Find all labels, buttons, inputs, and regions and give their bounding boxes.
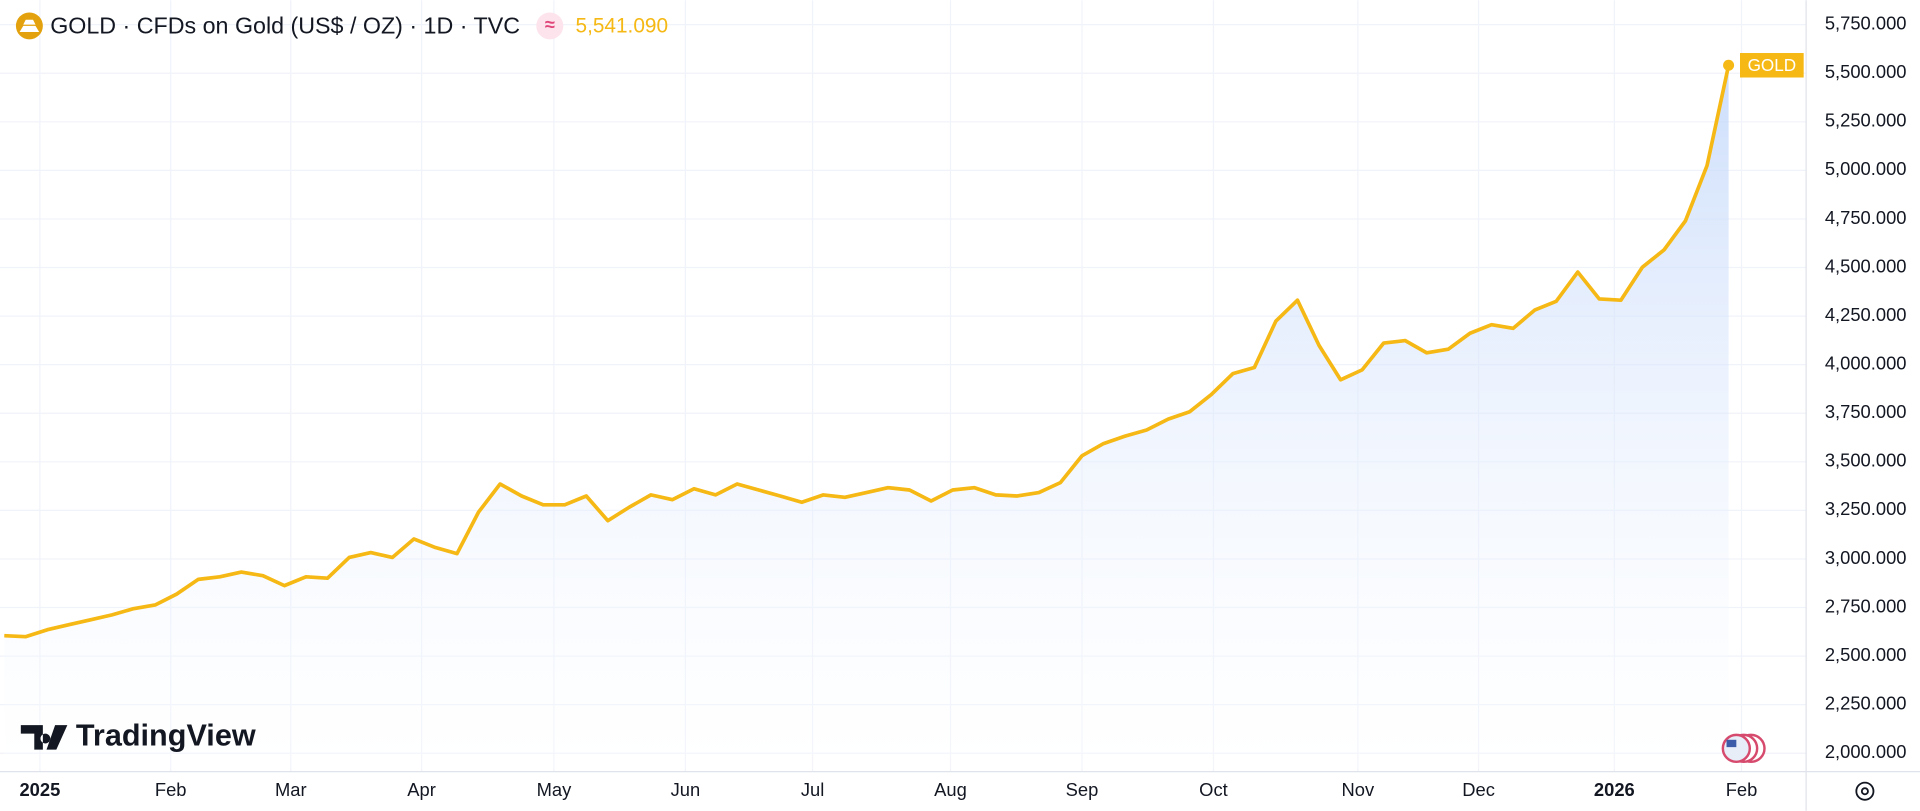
y-tick-label: 3,250.000 [1825,498,1907,519]
header: GOLD · CFDs on Gold (US$ / OZ) · 1D · TV… [15,12,669,40]
y-tick-label: 3,500.000 [1825,450,1907,471]
x-tick-label: 2026 [1594,779,1635,800]
line [4,64,1731,639]
flag-canton [1726,739,1737,748]
x-tick-label: Jul [801,779,824,800]
last-point [1723,59,1735,71]
settings-button[interactable] [1855,781,1875,801]
symbol-icon-glyph [19,19,40,33]
x-tick-label: Feb [155,779,187,800]
x-tick-label: Mar [275,779,307,800]
x-tick-label: Aug [934,779,967,800]
x-tick-label: May [537,779,573,800]
brand: TradingView [76,718,256,752]
x-tick-label: Apr [407,779,436,800]
y-tick-label: 3,000.000 [1825,547,1907,568]
y-tick-label: 4,000.000 [1825,353,1907,374]
flag [1721,733,1752,764]
y-tick-label: 2,750.000 [1825,595,1907,616]
x-tick-label: Feb [1726,779,1758,800]
x-tick-label: Sep [1066,779,1099,800]
x-tick-label: Oct [1199,779,1228,800]
plot [4,59,1735,770]
y-tick-label: 4,500.000 [1825,255,1907,276]
y-tick-label: 4,750.000 [1825,207,1907,228]
y-tick-label: 4,250.000 [1825,304,1907,325]
x-tick-label: Jun [671,779,701,800]
y-tick-label: 5,500.000 [1825,61,1907,82]
last-price: 5,541.090 [576,15,669,38]
status-icon-glyph: ≈ [545,14,555,35]
y-tick-label: 2,250.000 [1825,693,1907,714]
price-label-box [1740,53,1804,78]
status-icon [536,12,564,40]
legend-label: GOLD [1748,55,1797,75]
y-tick-label: 2,000.000 [1825,741,1907,762]
area [4,65,1729,770]
flag-icon [1721,733,1766,764]
y-tick-label: 3,750.000 [1825,401,1907,422]
watermark: TradingView [20,718,256,752]
settings-icon[interactable] [1855,781,1875,801]
x-tick-label: Dec [1462,779,1495,800]
y-tick-label: 5,750.000 [1825,13,1907,34]
y-tick-label: 5,250.000 [1825,110,1907,131]
brand-logo [20,725,68,750]
y-tick-label: 5,000.000 [1825,158,1907,179]
x-tick-label: 2025 [19,779,60,800]
y-tick-label: 2,500.000 [1825,644,1907,665]
x-tick-label: Nov [1342,779,1375,800]
chart-title: GOLD · CFDs on Gold (US$ / OZ) · 1D · TV… [50,12,520,38]
settings-icon[interactable] [1860,787,1869,796]
